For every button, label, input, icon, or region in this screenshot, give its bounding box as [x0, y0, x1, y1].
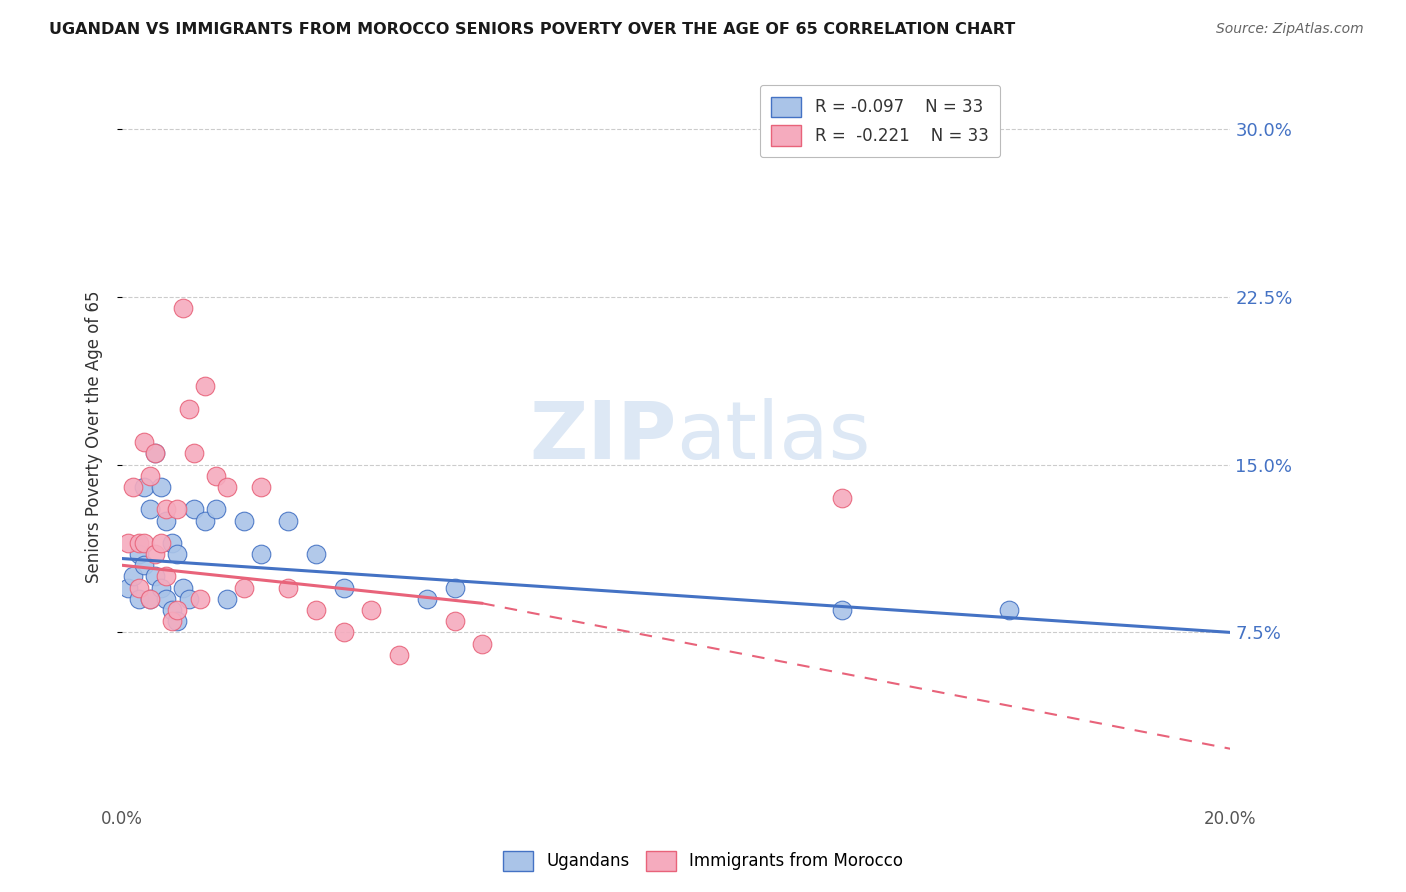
Point — [143, 446, 166, 460]
Point — [194, 379, 217, 393]
Point — [122, 569, 145, 583]
Point — [155, 514, 177, 528]
Point — [134, 435, 156, 450]
Point — [305, 547, 328, 561]
Point — [122, 480, 145, 494]
Y-axis label: Seniors Poverty Over the Age of 65: Seniors Poverty Over the Age of 65 — [86, 291, 103, 582]
Point — [416, 591, 439, 606]
Point — [249, 480, 271, 494]
Point — [149, 581, 172, 595]
Point — [172, 301, 194, 315]
Point — [188, 591, 211, 606]
Point — [149, 536, 172, 550]
Point — [183, 502, 205, 516]
Point — [831, 491, 853, 505]
Point — [443, 614, 465, 628]
Point — [217, 591, 239, 606]
Point — [177, 401, 200, 416]
Point — [194, 514, 217, 528]
Point — [217, 480, 239, 494]
Point — [233, 581, 256, 595]
Point — [143, 446, 166, 460]
Point — [997, 603, 1019, 617]
Point — [134, 536, 156, 550]
Point — [143, 547, 166, 561]
Point — [155, 569, 177, 583]
Point — [277, 581, 299, 595]
Text: atlas: atlas — [676, 398, 870, 475]
Point — [155, 502, 177, 516]
Point — [134, 480, 156, 494]
Point — [139, 502, 162, 516]
Point — [166, 547, 188, 561]
Point — [332, 625, 354, 640]
Point — [360, 603, 382, 617]
Point — [155, 591, 177, 606]
Point — [160, 536, 183, 550]
Point — [149, 480, 172, 494]
Point — [139, 468, 162, 483]
Point — [128, 581, 150, 595]
Point — [277, 514, 299, 528]
Point — [388, 648, 411, 662]
Point — [443, 581, 465, 595]
Text: ZIP: ZIP — [529, 398, 676, 475]
Point — [183, 446, 205, 460]
Text: Source: ZipAtlas.com: Source: ZipAtlas.com — [1216, 22, 1364, 37]
Point — [117, 581, 139, 595]
Point — [128, 547, 150, 561]
Legend: Ugandans, Immigrants from Morocco: Ugandans, Immigrants from Morocco — [495, 842, 911, 880]
Point — [831, 603, 853, 617]
Point — [117, 536, 139, 550]
Point — [205, 502, 228, 516]
Point — [177, 591, 200, 606]
Point — [128, 591, 150, 606]
Point — [332, 581, 354, 595]
Point — [160, 603, 183, 617]
Point — [205, 468, 228, 483]
Point — [134, 558, 156, 573]
Point — [166, 502, 188, 516]
Text: UGANDAN VS IMMIGRANTS FROM MOROCCO SENIORS POVERTY OVER THE AGE OF 65 CORRELATIO: UGANDAN VS IMMIGRANTS FROM MOROCCO SENIO… — [49, 22, 1015, 37]
Point — [172, 581, 194, 595]
Point — [305, 603, 328, 617]
Point — [166, 603, 188, 617]
Legend: R = -0.097    N = 33, R =  -0.221    N = 33: R = -0.097 N = 33, R = -0.221 N = 33 — [759, 85, 1000, 157]
Point — [233, 514, 256, 528]
Point — [128, 536, 150, 550]
Point — [166, 614, 188, 628]
Point — [139, 591, 162, 606]
Point — [471, 637, 494, 651]
Point — [249, 547, 271, 561]
Point — [139, 591, 162, 606]
Point — [160, 614, 183, 628]
Point — [143, 569, 166, 583]
